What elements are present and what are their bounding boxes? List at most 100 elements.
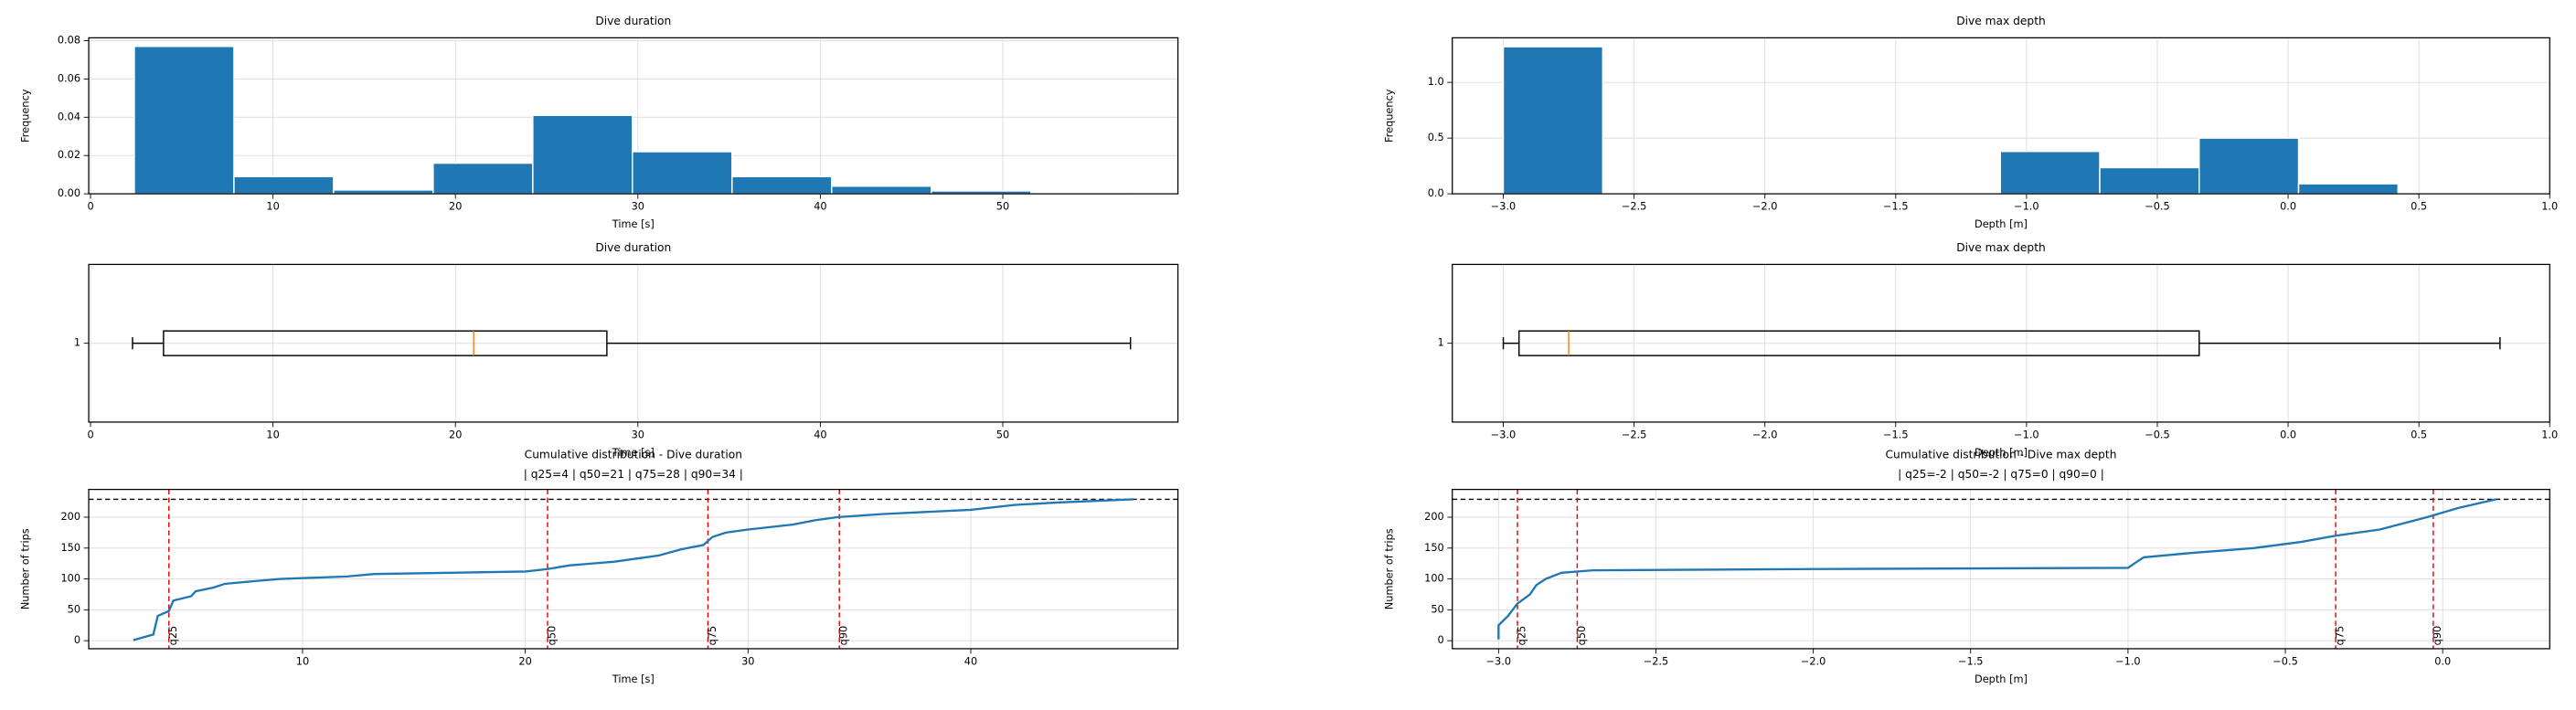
x-tick-label: −2.5 [1622,199,1646,212]
x-axis-label: Depth [m] [1975,446,2028,459]
chart-title: Dive duration [595,241,671,254]
axes-frame [88,488,1179,650]
x-tick-label: 10 [266,428,279,440]
chart-subtitle: | q25=4 | q50=21 | q75=28 | q90=34 | [524,468,743,481]
y-axis-label: Number of trips [1382,528,1395,609]
y-axis-label: Frequency [19,89,32,143]
cdf-line [133,498,1134,641]
x-tick-label: 10 [266,199,279,212]
y-tick-label: 0.08 [58,34,80,47]
x-axis-label: Depth [m] [1975,673,2028,685]
x-tick-label: 50 [996,428,1009,440]
quantile-label: q25 [166,626,179,646]
x-axis-label: Time [s] [612,673,655,685]
x-tick-label: 0.0 [2434,654,2451,667]
y-tick-label: 100 [60,572,80,585]
x-tick-label: −0.5 [2145,428,2169,440]
axes-frame [1452,488,2550,650]
x-tick-label: 20 [449,428,462,440]
y-axis-label: Frequency [1382,89,1395,143]
x-tick-label: 1.0 [2541,428,2558,440]
x-tick-label: 1.0 [2541,199,2558,212]
x-axis-label: Time [s] [612,446,655,459]
y-tick-label: 50 [1431,602,1443,615]
x-tick-label: −1.0 [2014,428,2038,440]
x-tick-label: −2.5 [1622,428,1646,440]
y-tick-label: 150 [1424,541,1444,554]
y-tick-label: 0 [74,633,80,646]
quantile-label: q90 [837,626,850,646]
y-tick-label: 0.00 [58,186,80,199]
axes-frame [88,37,1179,195]
chart-title: Dive max depth [1956,241,2046,254]
x-tick-label: 0 [87,428,93,440]
chart-title: Dive duration [595,15,671,27]
axes-frame [88,263,1179,423]
y-axis-label: Number of trips [19,528,32,609]
x-tick-label: −1.5 [1883,428,1908,440]
histogram-bar [1502,46,1603,195]
y-tick-label: 1 [1438,336,1444,349]
quantile-label: q50 [1575,626,1588,646]
x-tick-label: 0 [87,199,93,212]
x-tick-label: 0.5 [2411,199,2427,212]
y-tick-label: 200 [1424,510,1444,523]
x-tick-label: 10 [296,654,309,667]
histogram-bar [831,185,932,195]
x-tick-label: −2.0 [1752,199,1777,212]
chart-title: Cumulative distribution - Dive duration [525,448,742,461]
quantile-label: q25 [1515,626,1528,646]
x-tick-label: −1.0 [2115,654,2140,667]
x-tick-label: 40 [814,199,826,212]
histogram-bar [133,46,235,195]
y-tick-label: 0 [1438,633,1444,646]
x-tick-label: 0.5 [2411,428,2427,440]
x-tick-label: 30 [632,199,644,212]
x-tick-label: 40 [964,654,977,667]
chart-title: Dive max depth [1956,15,2046,27]
y-tick-label: 0.06 [58,71,80,84]
axes-frame [1452,263,2550,423]
x-tick-label: −2.0 [1752,428,1777,440]
quantile-label: q75 [2334,626,2347,646]
quantile-label: q50 [545,626,558,646]
cdf-line [1497,498,2496,640]
histogram-bar [233,175,335,195]
y-tick-label: 0.0 [1428,186,1444,199]
histogram-bar [532,114,633,195]
y-tick-label: 0.04 [58,110,80,122]
histogram-bar [731,175,833,195]
histogram-bar [632,151,733,195]
chart-title: Cumulative distribution - Dive max depth [1886,448,2117,461]
y-tick-label: 50 [68,602,80,615]
x-tick-label: 30 [632,428,644,440]
histogram-bar [1999,151,2101,195]
histogram-bar [2198,137,2300,195]
x-tick-label: −0.5 [2273,654,2297,667]
x-axis-label: Depth [m] [1975,217,2028,230]
x-tick-label: 40 [814,428,826,440]
chart-subtitle: | q25=-2 | q50=-2 | q75=0 | q90=0 | [1898,468,2104,481]
x-tick-label: −3.0 [1491,199,1516,212]
x-axis-label: Time [s] [612,217,655,230]
x-tick-label: 20 [449,199,462,212]
x-tick-label: −3.0 [1491,428,1516,440]
x-tick-label: 0.0 [2280,428,2296,440]
x-tick-label: 20 [518,654,531,667]
histogram-bar [2297,183,2399,195]
x-tick-label: −3.0 [1486,654,1511,667]
y-tick-label: 0.5 [1428,131,1444,143]
x-tick-label: −0.5 [2145,199,2169,212]
x-tick-label: 0.0 [2280,199,2296,212]
y-tick-label: 0.02 [58,148,80,161]
x-tick-label: 30 [741,654,754,667]
histogram-bar [432,162,534,195]
x-tick-label: −2.5 [1644,654,1668,667]
x-tick-label: −1.5 [1883,199,1908,212]
y-tick-label: 200 [60,510,80,523]
x-tick-label: 50 [996,199,1009,212]
y-tick-label: 150 [60,541,80,554]
x-tick-label: −1.5 [1958,654,1983,667]
